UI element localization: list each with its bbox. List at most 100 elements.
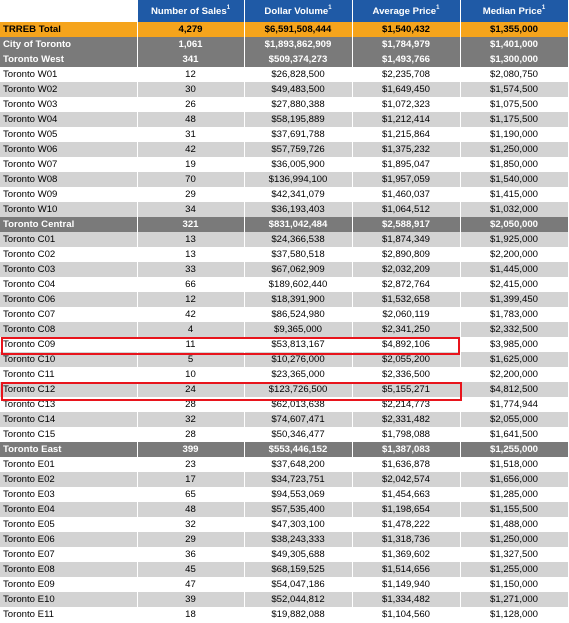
table-row: Toronto C14 32 $74,607,471 $2,331,482 $2,055… <box>0 412 569 427</box>
table-row: Toronto E07 36 $49,305,688 $1,369,602 $1,327… <box>0 547 569 562</box>
average-price-cell: $2,336,500 <box>352 367 461 382</box>
district-name-cell: Toronto C12 <box>0 382 138 397</box>
dollar-volume-cell: $36,005,900 <box>244 157 353 172</box>
median-price-cell: $1,401,000 <box>460 37 569 52</box>
table-row: Toronto E08 45 $68,159,525 $1,514,656 $1,255… <box>0 562 569 577</box>
median-price-cell: $1,445,000 <box>460 262 569 277</box>
median-price-cell: $1,574,500 <box>460 82 569 97</box>
median-price-cell: $1,250,000 <box>460 142 569 157</box>
dollar-volume-cell: $123,726,500 <box>244 382 353 397</box>
median-price-cell: $1,255,000 <box>460 562 569 577</box>
average-price-cell: $1,636,878 <box>352 457 461 472</box>
average-price-cell: $2,872,764 <box>352 277 461 292</box>
average-price-cell: $2,588,917 <box>352 217 461 232</box>
table-row: Toronto E11 18 $19,882,088 $1,104,560 $1,128… <box>0 607 569 622</box>
header-median-price: Median Price1 <box>460 0 569 22</box>
table-row: Toronto C09 11 $53,813,167 $4,892,106 $3,985… <box>0 337 569 352</box>
dollar-volume-cell: $37,580,518 <box>244 247 353 262</box>
average-price-cell: $1,149,940 <box>352 577 461 592</box>
number-of-sales-cell: 1,061 <box>137 37 245 52</box>
table-row: Toronto C06 12 $18,391,900 $1,532,658 $1,399… <box>0 292 569 307</box>
district-name-cell: Toronto W06 <box>0 142 138 157</box>
number-of-sales-cell: 13 <box>137 247 245 262</box>
average-price-cell: $2,341,250 <box>352 322 461 337</box>
median-price-cell: $1,327,500 <box>460 547 569 562</box>
number-of-sales-cell: 12 <box>137 292 245 307</box>
average-price-cell: $1,540,432 <box>352 22 461 37</box>
number-of-sales-cell: 42 <box>137 142 245 157</box>
dollar-volume-cell: $26,828,500 <box>244 67 353 82</box>
district-name-cell: Toronto E07 <box>0 547 138 562</box>
median-price-cell: $2,080,750 <box>460 67 569 82</box>
dollar-volume-cell: $62,013,638 <box>244 397 353 412</box>
number-of-sales-cell: 28 <box>137 397 245 412</box>
district-name-cell: Toronto C15 <box>0 427 138 442</box>
table-row: Toronto E04 48 $57,535,400 $1,198,654 $1,155… <box>0 502 569 517</box>
average-price-cell: $1,532,658 <box>352 292 461 307</box>
region-row: Toronto Central 321 $831,042,484 $2,588,917… <box>0 217 569 232</box>
median-price-cell: $1,155,500 <box>460 502 569 517</box>
dollar-volume-cell: $36,193,403 <box>244 202 353 217</box>
header-blank <box>0 0 138 22</box>
number-of-sales-cell: 48 <box>137 112 245 127</box>
average-price-cell: $1,957,059 <box>352 172 461 187</box>
dollar-volume-cell: $9,365,000 <box>244 322 353 337</box>
district-name-cell: Toronto E08 <box>0 562 138 577</box>
table-row: Toronto E02 17 $34,723,751 $2,042,574 $1,656… <box>0 472 569 487</box>
number-of-sales-cell: 66 <box>137 277 245 292</box>
dollar-volume-cell: $38,243,333 <box>244 532 353 547</box>
median-price-cell: $1,285,000 <box>460 487 569 502</box>
dollar-volume-cell: $57,535,400 <box>244 502 353 517</box>
median-price-cell: $1,925,000 <box>460 232 569 247</box>
number-of-sales-cell: 399 <box>137 442 245 457</box>
dollar-volume-cell: $509,374,273 <box>244 52 353 67</box>
district-name-cell: Toronto W08 <box>0 172 138 187</box>
average-price-cell: $1,318,736 <box>352 532 461 547</box>
median-price-cell: $1,300,000 <box>460 52 569 67</box>
average-price-cell: $1,454,663 <box>352 487 461 502</box>
dollar-volume-cell: $136,994,100 <box>244 172 353 187</box>
district-name-cell: Toronto E02 <box>0 472 138 487</box>
number-of-sales-cell: 65 <box>137 487 245 502</box>
average-price-cell: $1,215,864 <box>352 127 461 142</box>
district-name-cell: Toronto W03 <box>0 97 138 112</box>
average-price-cell: $2,032,209 <box>352 262 461 277</box>
dollar-volume-cell: $49,305,688 <box>244 547 353 562</box>
table-row: Toronto C11 10 $23,365,000 $2,336,500 $2,200… <box>0 367 569 382</box>
dollar-volume-cell: $58,195,889 <box>244 112 353 127</box>
median-price-cell: $2,200,000 <box>460 247 569 262</box>
district-name-cell: Toronto C04 <box>0 277 138 292</box>
median-price-cell: $2,050,000 <box>460 217 569 232</box>
district-name-cell: Toronto West <box>0 52 138 67</box>
district-name-cell: Toronto C07 <box>0 307 138 322</box>
average-price-cell: $1,334,482 <box>352 592 461 607</box>
table-row: Toronto C15 28 $50,346,477 $1,798,088 $1,641… <box>0 427 569 442</box>
median-price-cell: $1,488,000 <box>460 517 569 532</box>
dollar-volume-cell: $68,159,525 <box>244 562 353 577</box>
dollar-volume-cell: $47,303,100 <box>244 517 353 532</box>
median-price-cell: $2,332,500 <box>460 322 569 337</box>
number-of-sales-cell: 5 <box>137 352 245 367</box>
district-name-cell: Toronto C01 <box>0 232 138 247</box>
district-name-cell: Toronto W09 <box>0 187 138 202</box>
average-price-cell: $1,212,414 <box>352 112 461 127</box>
number-of-sales-cell: 29 <box>137 532 245 547</box>
dollar-volume-cell: $189,602,440 <box>244 277 353 292</box>
district-name-cell: Toronto C10 <box>0 352 138 367</box>
median-price-cell: $1,128,000 <box>460 607 569 622</box>
median-price-cell: $3,985,000 <box>460 337 569 352</box>
average-price-cell: $1,478,222 <box>352 517 461 532</box>
median-price-cell: $1,032,000 <box>460 202 569 217</box>
table-row: Toronto C07 42 $86,524,980 $2,060,119 $1,783… <box>0 307 569 322</box>
number-of-sales-cell: 17 <box>137 472 245 487</box>
number-of-sales-cell: 13 <box>137 232 245 247</box>
number-of-sales-cell: 31 <box>137 127 245 142</box>
average-price-cell: $2,890,809 <box>352 247 461 262</box>
header-row: Number of Sales1 Dollar Volume1 Average … <box>0 0 569 22</box>
average-price-cell: $1,784,979 <box>352 37 461 52</box>
median-price-cell: $2,200,000 <box>460 367 569 382</box>
average-price-cell: $1,649,450 <box>352 82 461 97</box>
number-of-sales-cell: 34 <box>137 202 245 217</box>
region-row: City of Toronto 1,061 $1,893,862,909 $1,784… <box>0 37 569 52</box>
